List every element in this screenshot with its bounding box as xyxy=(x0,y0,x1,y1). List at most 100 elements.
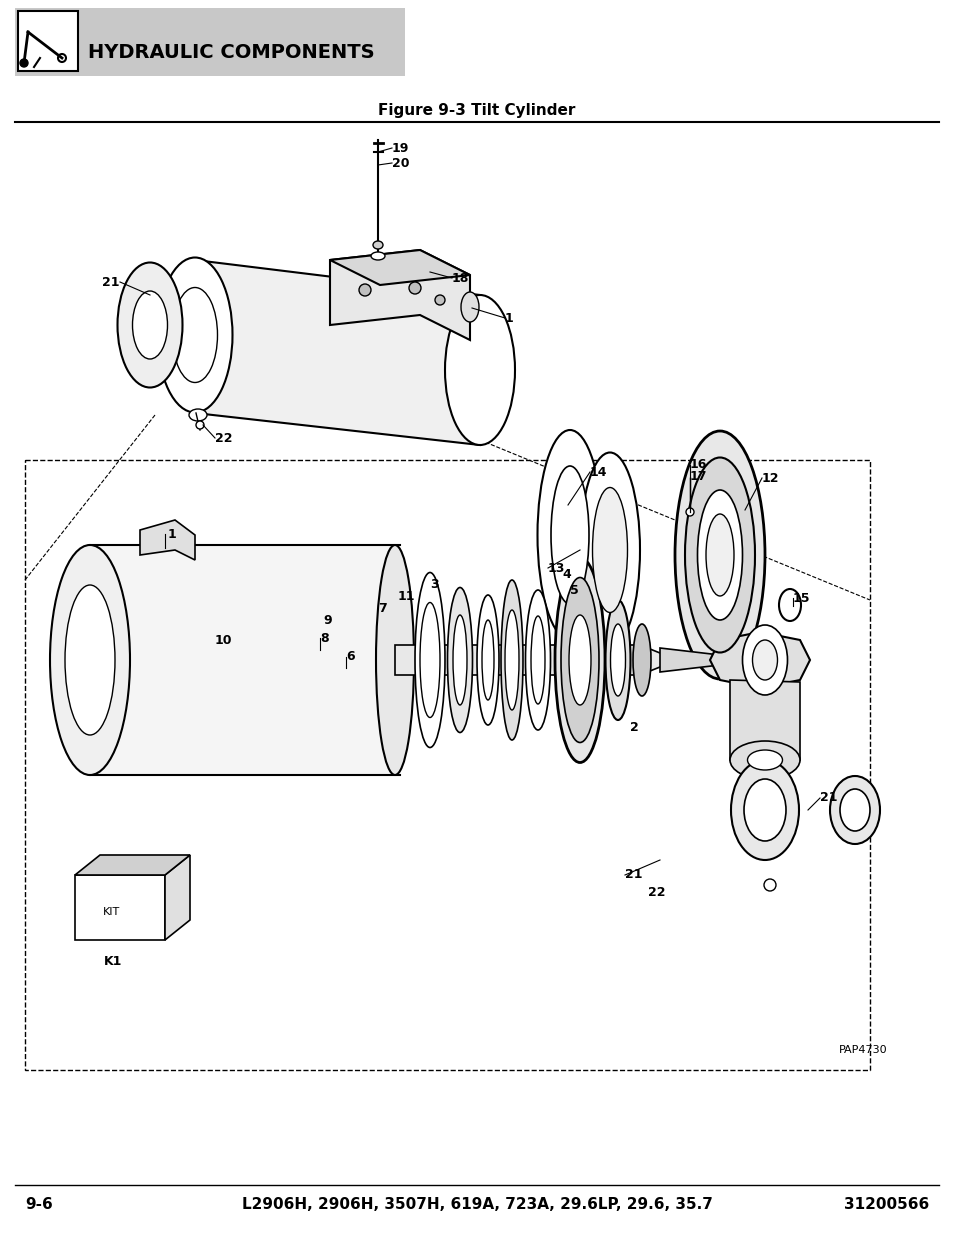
Text: KIT: KIT xyxy=(103,906,120,918)
Polygon shape xyxy=(709,632,809,688)
Polygon shape xyxy=(659,648,734,672)
Text: 3: 3 xyxy=(430,578,438,592)
Text: 21: 21 xyxy=(820,792,837,804)
Text: 5: 5 xyxy=(569,583,578,597)
Ellipse shape xyxy=(50,545,130,776)
Text: 8: 8 xyxy=(319,631,328,645)
Polygon shape xyxy=(90,543,390,776)
Text: 31200566: 31200566 xyxy=(842,1198,928,1213)
Ellipse shape xyxy=(555,557,604,762)
Text: 7: 7 xyxy=(377,601,386,615)
Text: HYDRAULIC COMPONENTS: HYDRAULIC COMPONENTS xyxy=(88,42,375,62)
Ellipse shape xyxy=(447,588,472,732)
Text: 12: 12 xyxy=(761,472,779,484)
Text: 9-6: 9-6 xyxy=(25,1198,52,1213)
Ellipse shape xyxy=(525,590,550,730)
Ellipse shape xyxy=(476,595,498,725)
Ellipse shape xyxy=(705,514,733,597)
Polygon shape xyxy=(395,645,679,676)
Ellipse shape xyxy=(729,741,800,779)
Ellipse shape xyxy=(741,625,786,695)
Polygon shape xyxy=(330,249,470,340)
Text: 22: 22 xyxy=(647,887,665,899)
Polygon shape xyxy=(75,876,165,940)
Bar xyxy=(25,459,869,1070)
Ellipse shape xyxy=(605,600,630,720)
Text: 21: 21 xyxy=(624,868,641,882)
Ellipse shape xyxy=(779,589,801,621)
Ellipse shape xyxy=(747,750,781,769)
Ellipse shape xyxy=(453,615,467,705)
Ellipse shape xyxy=(684,457,754,652)
Text: 10: 10 xyxy=(214,634,233,646)
Ellipse shape xyxy=(551,466,588,604)
Text: 16: 16 xyxy=(689,458,706,472)
Ellipse shape xyxy=(697,490,741,620)
Ellipse shape xyxy=(132,291,168,359)
Ellipse shape xyxy=(358,284,371,296)
Polygon shape xyxy=(194,261,479,445)
Text: 1: 1 xyxy=(168,527,176,541)
Text: 1: 1 xyxy=(504,311,514,325)
Ellipse shape xyxy=(195,421,204,429)
Ellipse shape xyxy=(560,578,598,742)
Text: 4: 4 xyxy=(561,568,570,582)
Polygon shape xyxy=(729,680,800,760)
Polygon shape xyxy=(330,249,470,285)
Polygon shape xyxy=(140,520,194,559)
Ellipse shape xyxy=(460,291,478,322)
Ellipse shape xyxy=(172,288,217,383)
Bar xyxy=(15,7,405,77)
Polygon shape xyxy=(75,855,190,876)
Polygon shape xyxy=(165,855,190,940)
Text: PAP4730: PAP4730 xyxy=(838,1045,886,1055)
Ellipse shape xyxy=(829,776,879,844)
Text: 21: 21 xyxy=(102,275,120,289)
Ellipse shape xyxy=(504,610,518,710)
Ellipse shape xyxy=(685,508,693,516)
Ellipse shape xyxy=(500,580,522,740)
Text: 14: 14 xyxy=(589,466,607,478)
Text: 13: 13 xyxy=(547,562,565,574)
Ellipse shape xyxy=(189,409,207,421)
Ellipse shape xyxy=(481,620,494,700)
Text: 6: 6 xyxy=(346,651,355,663)
Text: 17: 17 xyxy=(689,471,707,483)
Text: 22: 22 xyxy=(214,431,233,445)
Ellipse shape xyxy=(531,616,544,704)
Text: Figure 9-3 Tilt Cylinder: Figure 9-3 Tilt Cylinder xyxy=(378,103,575,117)
Text: 19: 19 xyxy=(392,142,409,154)
Text: 18: 18 xyxy=(452,272,469,284)
Text: 2: 2 xyxy=(629,721,639,735)
Ellipse shape xyxy=(675,431,764,679)
Ellipse shape xyxy=(419,603,439,718)
Text: L2906H, 2906H, 3507H, 619A, 723A, 29.6LP, 29.6, 35.7: L2906H, 2906H, 3507H, 619A, 723A, 29.6LP… xyxy=(241,1198,712,1213)
Ellipse shape xyxy=(444,295,515,445)
Ellipse shape xyxy=(117,263,182,388)
Ellipse shape xyxy=(730,760,799,860)
Ellipse shape xyxy=(633,624,650,697)
Ellipse shape xyxy=(840,789,869,831)
Ellipse shape xyxy=(743,779,785,841)
Ellipse shape xyxy=(435,295,444,305)
Ellipse shape xyxy=(592,488,627,613)
Ellipse shape xyxy=(752,640,777,680)
Ellipse shape xyxy=(415,573,444,747)
Text: 20: 20 xyxy=(392,157,409,169)
Ellipse shape xyxy=(65,585,115,735)
Text: K1: K1 xyxy=(104,955,122,968)
Text: 9: 9 xyxy=(323,614,332,626)
Ellipse shape xyxy=(409,282,420,294)
Ellipse shape xyxy=(373,241,382,249)
Ellipse shape xyxy=(568,615,590,705)
Bar xyxy=(18,11,78,70)
Text: 11: 11 xyxy=(397,590,416,604)
Ellipse shape xyxy=(610,624,625,697)
Ellipse shape xyxy=(375,545,414,776)
Ellipse shape xyxy=(763,879,775,890)
Circle shape xyxy=(20,59,28,67)
Ellipse shape xyxy=(579,452,639,647)
Ellipse shape xyxy=(157,258,233,412)
Text: 15: 15 xyxy=(792,592,810,604)
Ellipse shape xyxy=(371,252,385,261)
